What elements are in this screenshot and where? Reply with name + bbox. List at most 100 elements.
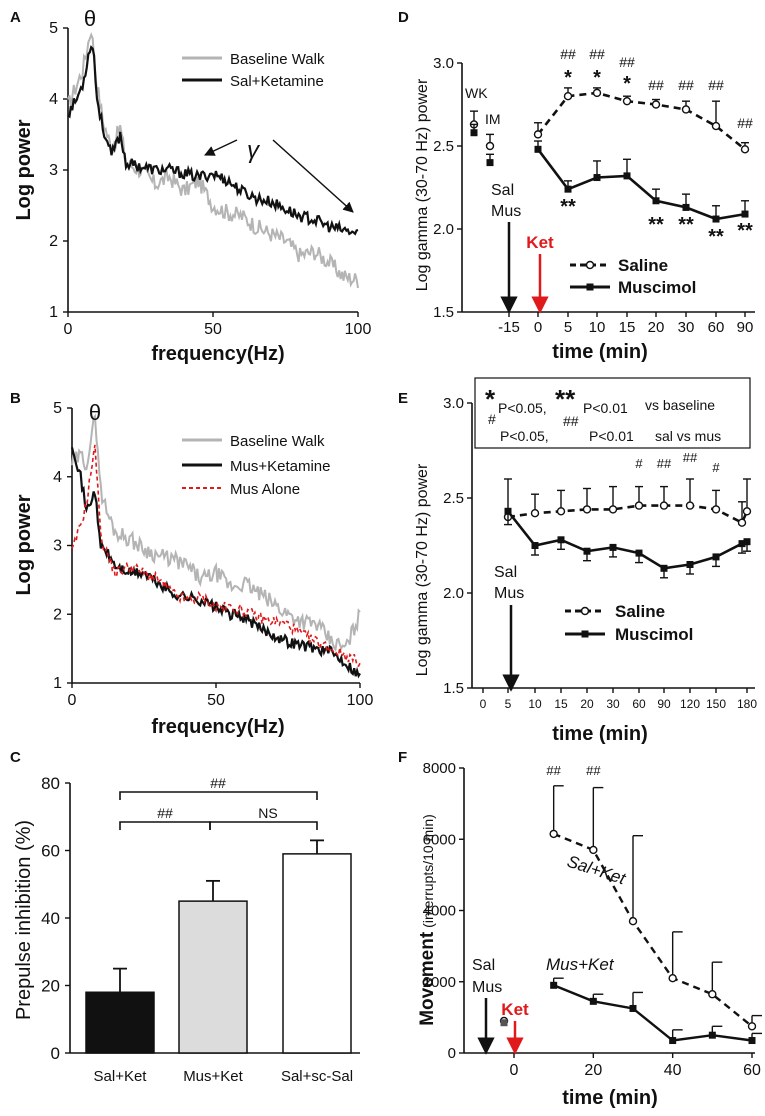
panel-letter-b: B	[10, 390, 21, 407]
panel-f-y-tick-label: 4000	[423, 903, 456, 920]
panel-d-point-saline	[622, 96, 632, 106]
panel-d-star-saline: *	[564, 67, 572, 89]
panel-d-star-muscimol: **	[708, 226, 724, 248]
panel-d-xlabel: time (min)	[552, 341, 648, 363]
panel-f-point-mus-ket	[708, 1031, 716, 1039]
legend-d-muscimol: Muscimol	[618, 278, 696, 297]
panel-e-x-tick-label: 120	[680, 697, 700, 711]
panel-a-series-sal-ketamine	[67, 45, 359, 236]
panel-e-point-muscimol	[583, 547, 591, 555]
panel-d-star-muscimol: **	[737, 220, 753, 242]
panel-d-point-saline	[592, 88, 602, 98]
panel-a-xlabel: frequency(Hz)	[151, 343, 284, 365]
panel-e-x-tick-label: 5	[505, 697, 512, 711]
panel-e-point-saline	[659, 501, 669, 510]
panel-e-hash-mark: #	[712, 460, 720, 475]
panel-b-series-mus-ketamine	[70, 447, 361, 679]
inject-e-mus: Mus	[494, 585, 524, 602]
panel-a-plot: 0 50 100 1 2 3 4 5	[49, 20, 371, 338]
gamma-arrow-right	[272, 139, 354, 213]
panel-d-star-saline: *	[623, 73, 631, 95]
panel-e-x-tick-label: 20	[580, 697, 594, 711]
panel-f-point-sal-ket	[589, 845, 598, 855]
box-sal-vs-mus: sal vs mus	[655, 428, 721, 444]
box-vs-baseline: vs baseline	[645, 397, 715, 413]
panel-f-point-mus-ket	[629, 1004, 637, 1012]
panel-d-y-tick-label: 2.0	[433, 221, 454, 238]
bar-sal-sc-sal	[282, 853, 352, 1054]
legend-a-baseline: Baseline Walk	[230, 51, 325, 68]
panel-b-x-tick-label: 50	[207, 692, 225, 709]
box-p-1: P<0.05,	[498, 400, 547, 416]
panel-c-y-tick-label: 0	[51, 1044, 60, 1063]
panel-d-plot: 1.5 2.0 2.5 3.0 -15 0 5 10 15 20 30 60 90 ## ## ## ## ## #…	[433, 46, 755, 336]
panel-d-point-muscimol	[534, 145, 542, 153]
box-star-2: **	[555, 384, 576, 414]
panel-f-y-tick-label: 0	[448, 1045, 456, 1062]
panel-d-point-muscimol	[682, 203, 690, 211]
panel-e-x-tick-label: 30	[606, 697, 620, 711]
panel-d: D 1.5 2.0 2.5 3.0 -15 0 5 10 15 20 30 60 90 ## ## ## ## #…	[398, 9, 755, 363]
panel-d-y-tick-label: 1.5	[433, 304, 454, 321]
panel-e-line-saline	[507, 504, 749, 525]
inject-f-mus: Mus	[472, 979, 502, 996]
panel-a-y-tick-label: 1	[49, 304, 58, 321]
panel-d-y-tick-label: 3.0	[433, 55, 454, 72]
panel-f-point-sal-ket	[668, 973, 677, 983]
panel-e-point-saline	[608, 505, 618, 514]
panel-d-hash-mark: ##	[560, 46, 576, 62]
panel-f-ylabel-main: Movement	[417, 931, 438, 1026]
panel-d-point-saline	[681, 105, 691, 114]
inject-f-sal: Sal	[472, 957, 495, 974]
panel-d-hash-mark: ##	[589, 46, 605, 62]
panel-d-point-muscimol	[652, 197, 660, 205]
panel-b-x-tick-label: 100	[347, 692, 374, 709]
panel-d-hash-mark: ##	[619, 54, 635, 70]
significance-legend-box	[474, 377, 751, 449]
panel-e: E 1.52.02.53.00 5 10 15 20 30 60 90 120 150 180# ##…	[398, 377, 757, 745]
panel-c-y-tick-label: 20	[41, 977, 60, 996]
panel-d-star-saline: *	[593, 67, 601, 89]
bar-sal-ket	[85, 991, 155, 1054]
sig-bracket-right	[209, 821, 318, 830]
panel-a-y-tick-label: 3	[49, 162, 58, 179]
panel-b-xlabel: frequency(Hz)	[151, 716, 284, 738]
panel-e-x-tick-label: 0	[480, 697, 487, 711]
panel-f-point-sal-ket	[628, 916, 638, 926]
panel-f-point-mus-ket	[589, 997, 597, 1005]
panel-d-hash-mark: ##	[708, 77, 724, 93]
legend-d-saline-marker	[585, 260, 595, 270]
legend-d-muscimol-marker	[586, 283, 594, 291]
panel-d-x-tick-label: 30	[678, 319, 695, 336]
panel-f-plot: 0 2000 4000 6000 8000 0 20 40 60 ## ##	[423, 760, 762, 1079]
panel-c-y-tick-label: 60	[41, 842, 60, 861]
panel-e-hash-mark: ##	[683, 450, 698, 465]
panel-e-point-muscimol	[686, 561, 694, 568]
ket-label-d: Ket	[526, 233, 554, 252]
panel-f-ylabel-unit: (interrupts/10 min)	[420, 814, 436, 928]
panel-letter-d: D	[398, 9, 409, 26]
panel-d-point-muscimol	[593, 174, 601, 182]
bar-category-label: Sal+sc-Sal	[281, 1068, 353, 1085]
panel-f-y-tick-label: 8000	[423, 760, 456, 777]
legend-e-saline: Saline	[615, 602, 665, 621]
panel-e-y-tick-label: 2.5	[443, 490, 464, 507]
panel-f-ylabel: Movement (interrupts/10 min)	[417, 814, 438, 1026]
panel-d-point-saline	[563, 91, 573, 101]
panel-e-point-saline	[530, 509, 540, 518]
panel-d-point-muscimol	[470, 129, 478, 137]
panel-f-point-mus-ket	[748, 1037, 756, 1045]
panel-b-y-tick-label: 4	[53, 469, 62, 486]
panel-e-point-muscimol	[660, 564, 668, 572]
panel-c-ylabel: Prepulse inhibition (%)	[13, 820, 35, 1020]
panel-e-ylabel: Log gamma (30-70 Hz) power	[414, 463, 431, 676]
panel-b-y-tick-label: 3	[53, 538, 62, 555]
panel-d-star-muscimol: **	[560, 196, 576, 218]
panel-a-y-tick-label: 4	[49, 91, 58, 108]
panel-b-y-tick-label: 2	[53, 606, 62, 623]
panel-d-x-tick-label: 5	[564, 319, 572, 336]
panel-f-line-sal-ket	[553, 832, 753, 1028]
panel-f-y-tick-label: 2000	[423, 974, 456, 991]
